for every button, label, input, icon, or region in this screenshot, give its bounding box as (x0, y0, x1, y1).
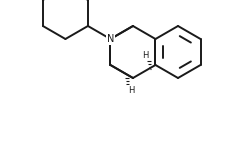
Text: N: N (107, 34, 114, 44)
Text: H: H (128, 85, 134, 95)
Text: H: H (142, 51, 149, 60)
